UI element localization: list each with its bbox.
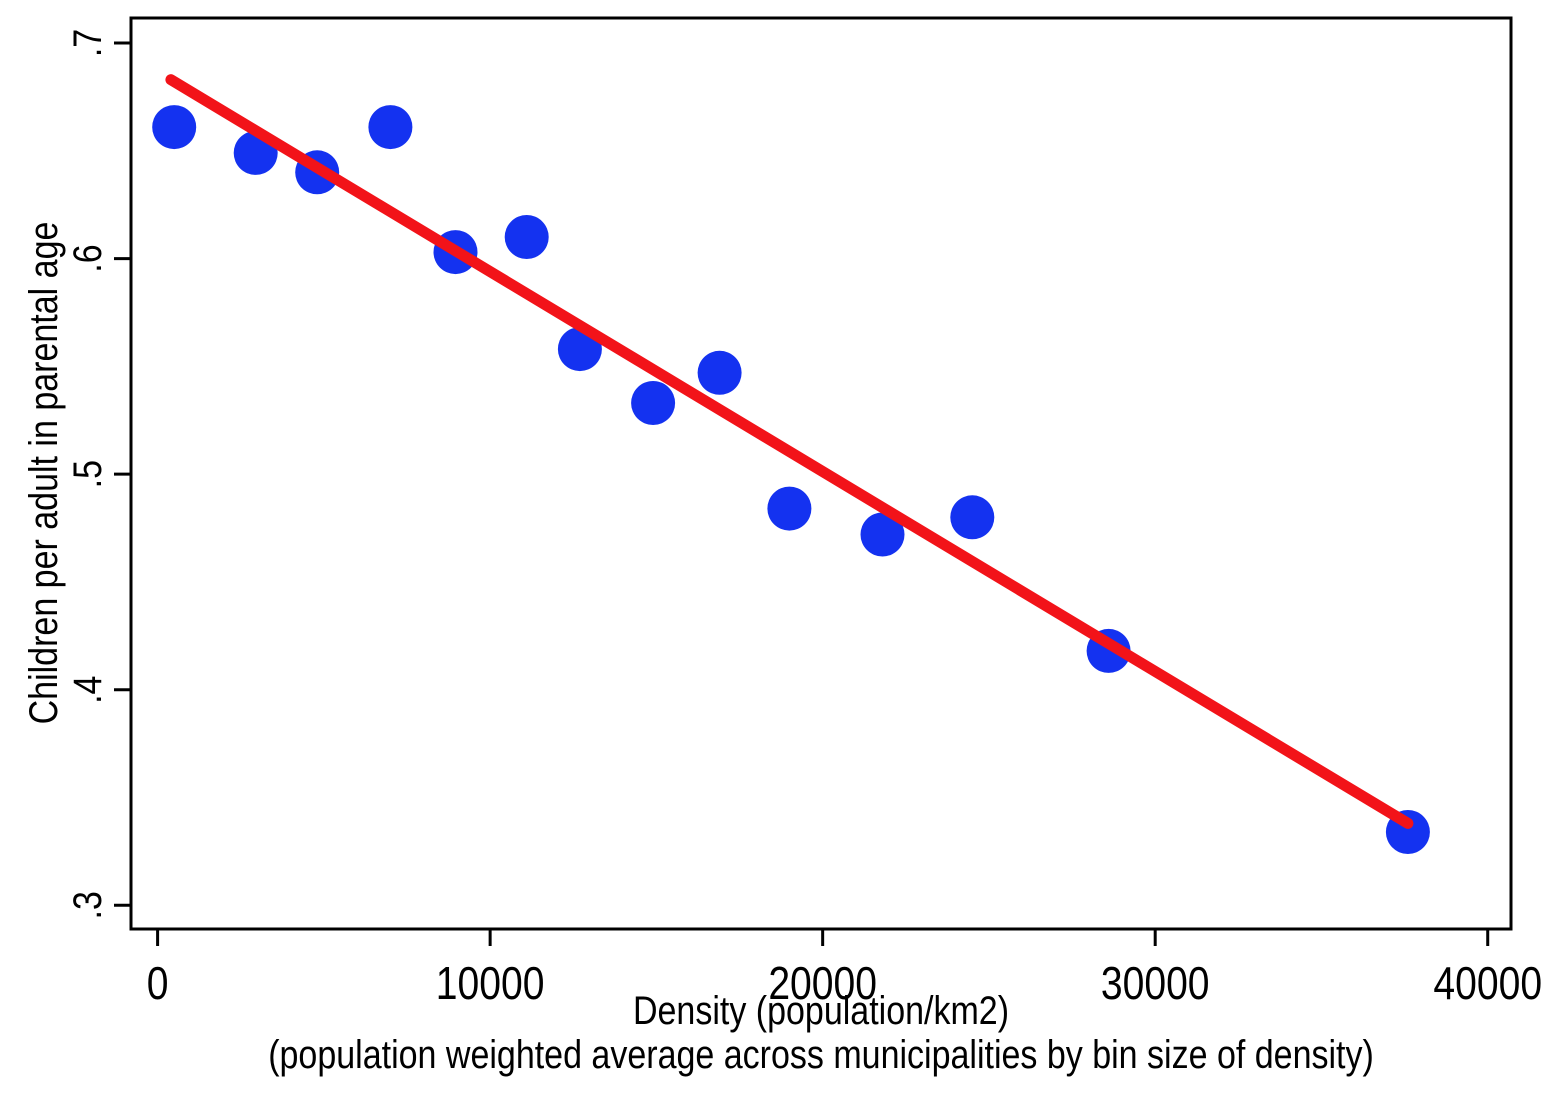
x-tick-label: 20000 [768,958,877,1010]
x-tick-label: 0 [147,958,169,1010]
y-tick-label: .4 [64,676,109,704]
x-axis-title: Density (population/km2) [632,989,1010,1033]
data-point [697,350,742,395]
data-point [950,495,995,540]
fit-line [165,74,1414,829]
data-point [767,486,812,531]
data-point [631,381,676,425]
data-point [368,105,413,150]
x-tick-label: 30000 [1101,958,1210,1010]
x-tick-label: 10000 [436,958,545,1010]
data-point [152,105,197,150]
data-point [504,215,549,259]
y-axis-title: Children per adult in parental age [22,221,66,725]
data-point [860,512,905,557]
x-tick-label: 40000 [1433,958,1542,1010]
y-tick-label: .3 [64,891,109,919]
y-tick-label: .7 [64,29,109,57]
y-tick-label: .6 [64,244,109,272]
x-axis-subtitle: (population weighted average across muni… [268,1033,1374,1077]
y-tick-label: .5 [64,460,109,488]
